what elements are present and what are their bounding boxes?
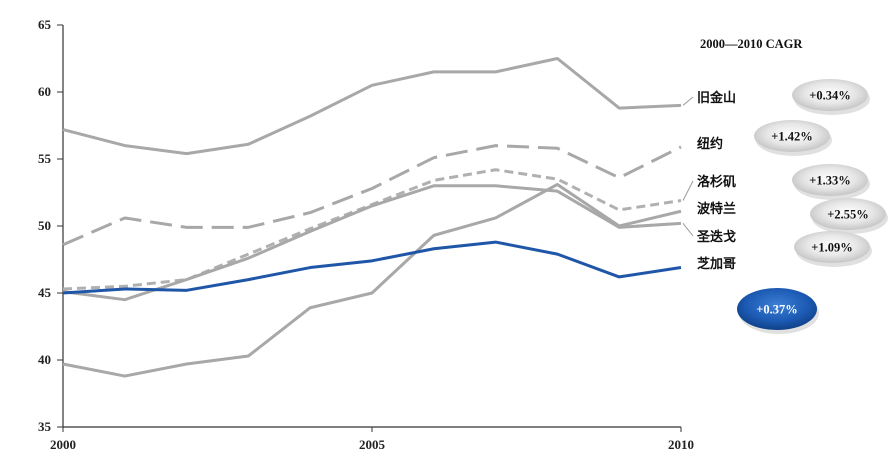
y-tick-label: 40 (38, 352, 51, 367)
cagr-badges: +0.34% +1.42% +1.33% +2.55% +1.09% +0.37% (737, 79, 888, 334)
series-label: 芝加哥 (697, 256, 736, 272)
x-tick-label: 2005 (359, 437, 386, 452)
series-line (62, 182, 682, 378)
cagr-badge (810, 198, 886, 230)
y-tick-label: 50 (38, 218, 51, 233)
series-label: 纽约 (697, 136, 723, 152)
cagr-value: +0.37% (756, 303, 798, 317)
x-tick-label: 2010 (668, 437, 694, 452)
cagr-badge (794, 231, 870, 263)
cagr-title: 2000—2010 CAGR (700, 37, 803, 51)
series-label: 波特兰 (697, 201, 736, 217)
cagr-badge (792, 79, 868, 111)
series-line (62, 57, 682, 156)
cagr-value: +1.42% (771, 130, 813, 144)
cagr-badge (737, 288, 817, 330)
y-tick-label: 60 (38, 84, 51, 99)
cagr-value: +1.33% (809, 174, 851, 188)
label-leader-line (682, 180, 694, 201)
cagr-badge (754, 120, 830, 152)
series-line (62, 144, 682, 247)
cagr-value: +2.55% (827, 208, 869, 222)
cagr-value: +1.09% (811, 241, 853, 255)
y-tick-label: 65 (38, 17, 52, 32)
y-tick-label: 55 (38, 151, 52, 166)
axes: 35 40 45 50 55 60 65 2000 2005 2010 (38, 17, 694, 452)
series-layer (62, 57, 682, 378)
x-tick-label: 2000 (50, 437, 76, 452)
series-label: 旧金山 (697, 90, 736, 106)
cagr-badge (792, 164, 868, 196)
series-label: 洛杉矶 (697, 174, 736, 190)
y-tick-label: 35 (38, 419, 52, 434)
series-line (62, 184, 682, 302)
series-line (62, 240, 682, 295)
series-label: 圣迭戈 (697, 229, 736, 245)
label-leader-line (682, 96, 694, 106)
y-tick-label: 45 (38, 285, 52, 300)
label-leader-line (682, 223, 694, 237)
cagr-value: +0.34% (809, 89, 851, 103)
